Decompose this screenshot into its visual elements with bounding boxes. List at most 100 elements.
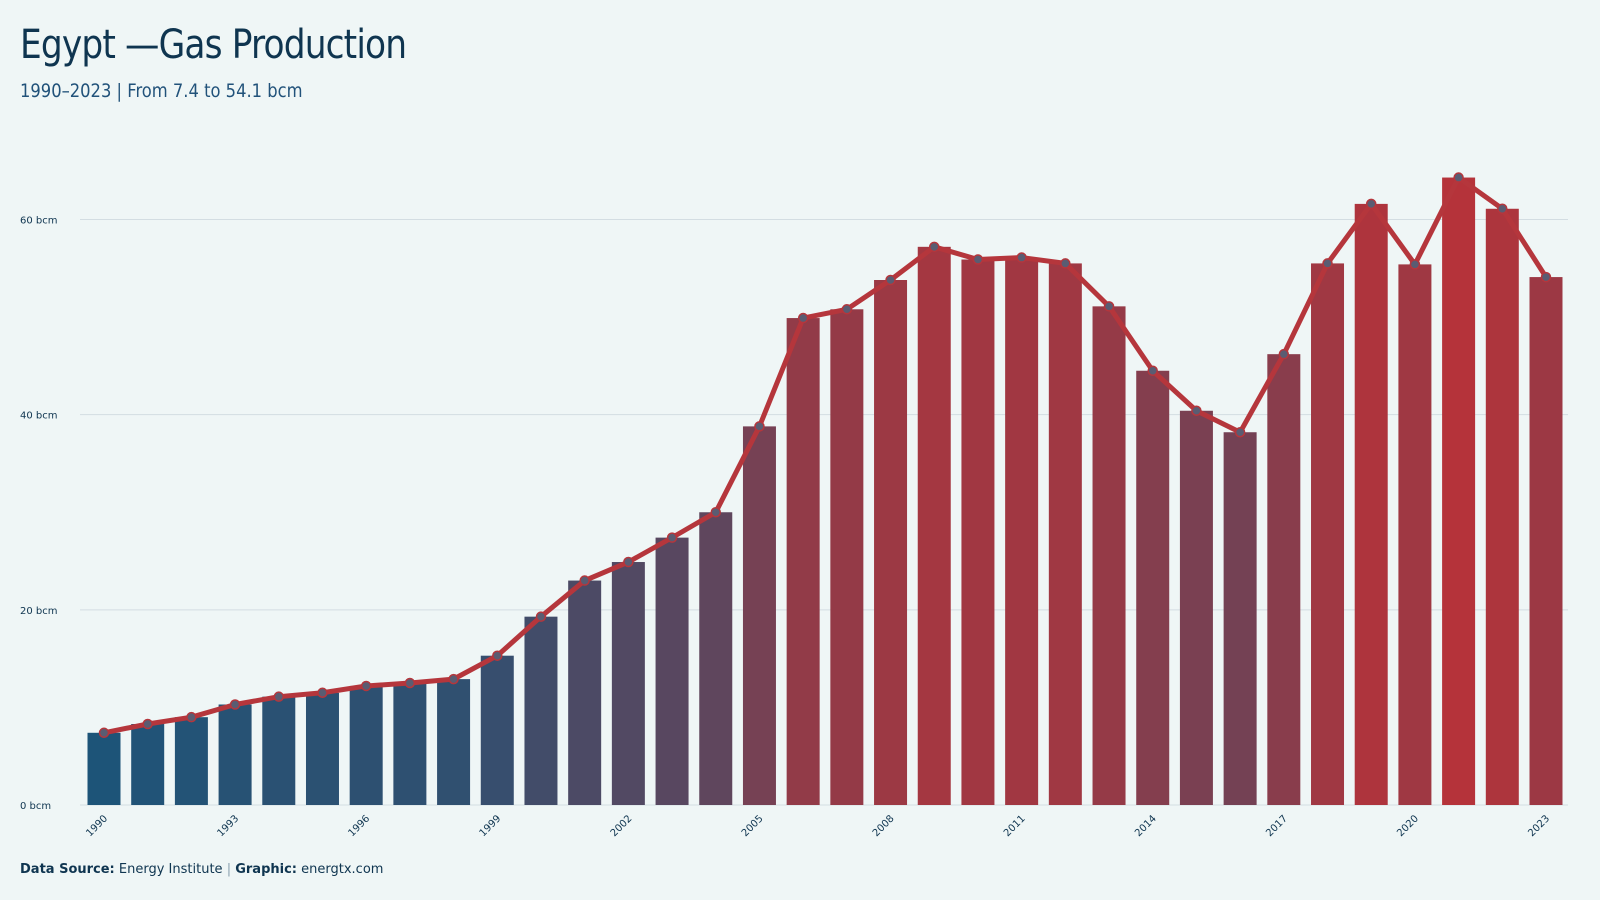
line-points [98,172,1552,739]
grid-lines [80,219,1568,806]
bar [1136,370,1170,805]
bar [1485,208,1519,805]
bar [1092,306,1126,805]
data-point [797,312,809,324]
source-label: Data Source: [20,862,115,877]
data-source-credit: Data Source: Energy Institute | Graphic:… [20,862,383,877]
bar [174,717,208,805]
bar [393,683,427,805]
x-tick-label: 1999 [478,813,504,839]
data-point [1016,252,1027,263]
bar [524,616,558,805]
x-tick-label: 1990 [84,813,110,839]
bar [1005,257,1039,805]
bar [1267,354,1301,805]
data-point [492,650,503,661]
separator: | [226,862,232,877]
x-tick-label: 1996 [347,813,373,839]
bar [1179,410,1213,805]
bar [699,512,733,805]
data-point [972,254,984,265]
data-point [98,727,110,739]
bar [568,580,602,805]
data-point [535,611,547,622]
bar [786,318,820,805]
bar [437,679,471,805]
x-tick-label: 2020 [1395,813,1421,839]
chart-title: Egypt —Gas Production [20,22,407,68]
data-point [448,673,459,685]
data-point [186,711,197,723]
data-point [142,718,153,730]
data-point [710,507,722,518]
y-tick-label: 40 bcm [20,411,58,422]
data-point [1540,271,1552,283]
bar [917,246,951,805]
bar [830,309,864,805]
bar [1442,177,1476,805]
line-series [101,175,1549,736]
y-axis-ticks: 0 bcm 20 bcm 40 bcm 60 bcm [20,216,58,813]
bar [218,704,252,805]
bar [1311,263,1345,806]
bar [655,537,689,805]
series-line [101,175,1549,736]
data-point [1409,259,1421,270]
data-point [841,304,853,315]
x-tick-label: 2005 [740,813,766,839]
data-point [229,699,241,710]
data-point [1453,172,1464,183]
x-tick-label: 2017 [1264,813,1290,839]
bar [742,426,776,805]
bar [874,280,908,805]
bar [1354,203,1388,806]
y-tick-label: 20 bcm [20,606,58,617]
bar [1223,432,1257,805]
x-tick-label: 2011 [1002,813,1028,839]
bar [611,562,645,805]
bar [1398,264,1432,806]
data-point [1147,365,1158,377]
x-tick-label: 2014 [1133,813,1159,839]
data-point [579,575,590,586]
bars [87,177,1563,806]
chart-subtitle: 1990–2023 | From 7.4 to 54.1 bcm [20,80,303,102]
data-point [1060,258,1071,269]
bar [480,655,514,805]
y-tick-label: 0 bcm [20,801,51,812]
x-axis-ticks: 1990 1993 1996 1999 2002 2005 2008 2011 2014 2017… [84,813,1552,839]
data-point [1103,301,1115,312]
data-point [623,556,634,568]
graphic-label: Graphic: [235,862,297,877]
bar [131,724,165,805]
data-point [360,680,372,692]
data-point [1365,198,1377,210]
x-tick-label: 2008 [871,813,897,839]
data-point [1234,426,1246,438]
data-point [1191,405,1202,417]
data-point [317,687,328,699]
graphic-value: energtx.com [301,862,384,877]
data-point [1497,203,1508,215]
x-tick-label: 2023 [1526,813,1552,839]
x-tick-label: 2002 [609,813,635,839]
bar [1048,263,1082,806]
source-value: Energy Institute [118,862,223,877]
data-point [666,532,678,543]
bar [349,685,383,805]
bar [1529,277,1563,805]
data-point [885,274,896,286]
data-point [1278,348,1290,360]
x-tick-label: 1993 [215,813,241,839]
data-point [1322,258,1333,269]
bar [87,732,121,805]
data-point [404,677,416,689]
bar [961,259,995,805]
y-tick-label: 60 bcm [20,216,58,227]
data-point [928,241,940,253]
data-point [754,421,765,432]
bar [262,696,296,805]
data-point [273,691,285,702]
bar [305,692,339,805]
